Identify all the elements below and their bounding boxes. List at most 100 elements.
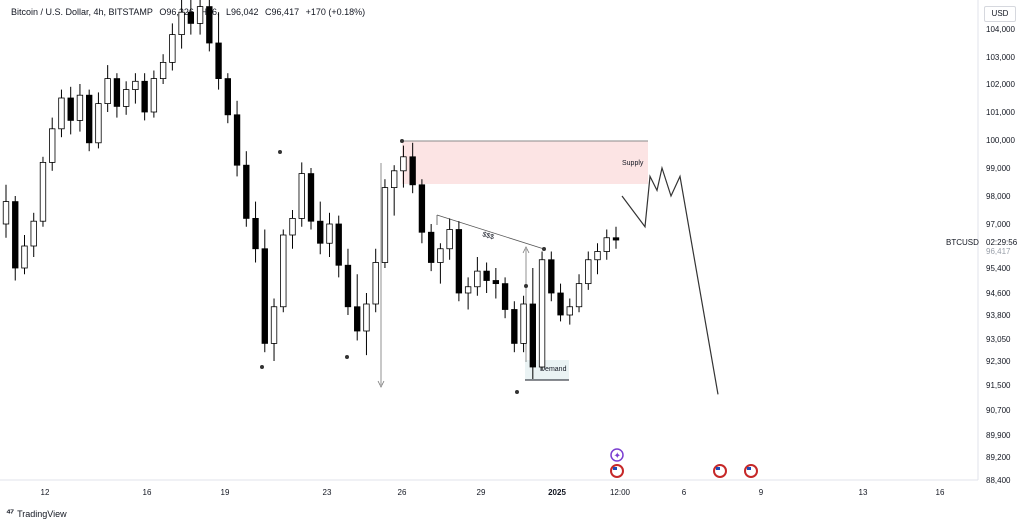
candle-body [159,62,167,80]
candle[interactable] [409,142,416,194]
candle[interactable] [67,86,74,135]
candle-body [122,89,130,107]
price-tick-label: 104,000 [986,25,1015,34]
us-flag-icon[interactable] [713,464,727,478]
candle[interactable] [270,298,278,362]
candle[interactable] [206,0,213,52]
candle-body [575,283,583,308]
candle[interactable] [335,215,342,278]
candle[interactable] [215,12,222,90]
candle[interactable] [86,89,93,152]
event-star-icon[interactable] [610,448,624,462]
projection-path [621,165,719,395]
price-axis[interactable]: 104,000 103,000 102,000 101,000 100,000 99,00… [986,25,1015,485]
candle[interactable] [178,0,185,49]
candle[interactable] [21,235,28,275]
candle[interactable] [483,262,490,294]
candle[interactable] [501,277,509,319]
candle[interactable] [326,212,333,257]
candle[interactable] [594,243,601,275]
candle[interactable] [464,277,472,310]
candle[interactable] [372,248,379,313]
candle[interactable] [196,0,204,35]
candle[interactable] [566,298,573,325]
time-tick-label: 29 [477,488,486,497]
candle-body [529,303,536,368]
candlestick-series[interactable] [2,0,620,379]
candle[interactable] [548,251,555,302]
candle[interactable] [492,268,500,299]
candle[interactable] [400,145,407,188]
candle[interactable] [224,73,231,124]
time-tick-label: 16 [143,488,152,497]
candle[interactable] [169,23,176,71]
candle[interactable] [243,151,250,227]
candle[interactable] [289,210,296,249]
candle[interactable] [391,165,398,216]
candle[interactable] [317,201,324,255]
candle[interactable] [39,156,47,227]
candle[interactable] [261,229,268,353]
candle-body [594,251,601,261]
candle[interactable] [307,168,315,230]
candle-body [187,11,195,24]
candle[interactable] [363,293,370,356]
candle[interactable] [474,257,481,296]
price-tick-label: 88,400 [986,476,1011,485]
candle[interactable] [132,73,139,104]
candle[interactable] [520,295,527,353]
candle[interactable] [252,201,259,263]
candle[interactable] [95,92,102,149]
us-flag-icon[interactable] [744,464,758,478]
candle[interactable] [150,70,158,118]
candle[interactable] [104,65,111,112]
currency-selector[interactable]: USD [984,6,1016,22]
candle-body [30,220,37,247]
candle[interactable] [58,89,65,138]
candle[interactable] [12,196,19,281]
last-price-label: 96,417 [986,247,1011,256]
candle[interactable] [2,184,10,238]
candle[interactable] [30,212,37,257]
candle[interactable] [511,301,518,353]
candle[interactable] [381,179,389,268]
candle[interactable] [612,226,620,249]
candle[interactable] [141,73,148,121]
candle[interactable] [49,117,56,171]
candle[interactable] [354,274,361,341]
candle[interactable] [187,0,195,35]
candle-body [501,283,509,310]
candle-body [141,80,148,113]
candle-body [196,6,204,24]
candle[interactable] [585,251,592,290]
time-axis[interactable]: 12 16 19 23 26 29 2025 12:00 6 9 13 16 [41,488,945,497]
candle[interactable] [529,268,536,379]
candle[interactable] [418,179,426,244]
candle[interactable] [455,221,463,302]
candle[interactable] [437,243,444,284]
candle[interactable] [344,248,352,315]
candle-body [363,303,370,332]
us-flag-canton [613,467,617,470]
candle[interactable] [298,162,305,227]
event-markers[interactable]: ✦ [610,448,758,478]
candle[interactable] [159,54,167,84]
candle[interactable] [603,229,610,260]
candle[interactable] [76,84,84,132]
candle[interactable] [538,251,546,371]
candle[interactable] [113,73,121,118]
candle[interactable] [427,224,435,272]
time-tick-label: 26 [398,488,407,497]
candle-body [317,220,324,244]
pivot-marker [260,365,264,369]
us-flag-icon[interactable] [610,464,624,478]
price-tick-label: 91,500 [986,381,1011,390]
candle-body [67,97,74,121]
candle[interactable] [233,100,241,177]
candle[interactable] [122,81,130,115]
candle[interactable] [446,218,453,260]
candle[interactable] [280,229,287,313]
candle[interactable] [557,283,564,322]
candle[interactable] [575,274,583,313]
